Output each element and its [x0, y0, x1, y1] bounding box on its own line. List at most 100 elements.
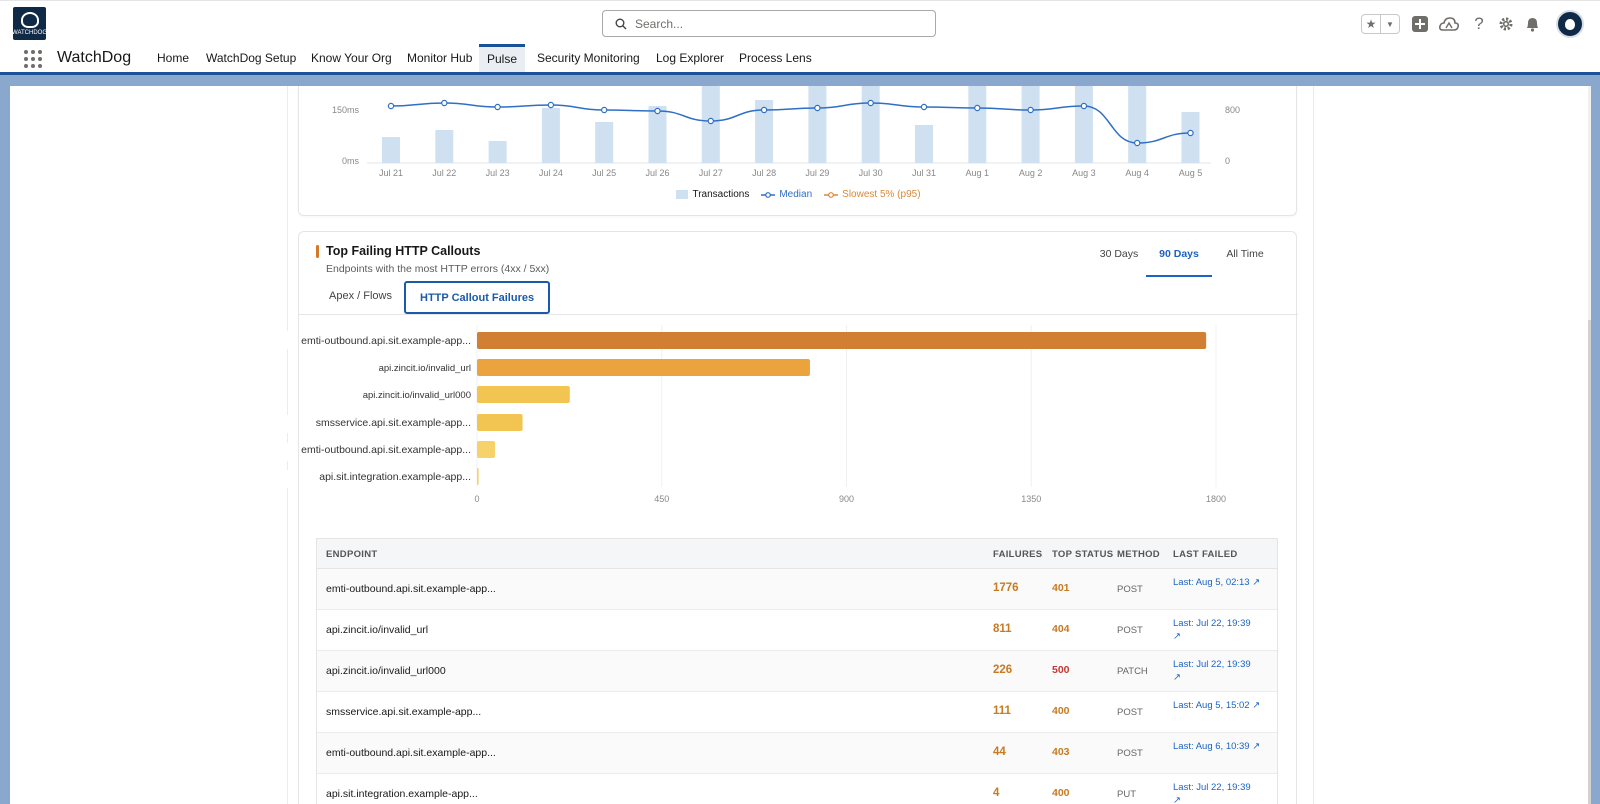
watchdog-logo[interactable]: WATCHDOG: [12, 7, 47, 40]
method-cell: POST: [1117, 707, 1143, 718]
y-right-tick-label: 800: [1225, 105, 1240, 115]
nav-item-security-monitoring[interactable]: Security Monitoring: [537, 51, 640, 65]
bell-icon[interactable]: [1523, 11, 1541, 37]
failures-cell: 111: [993, 705, 1011, 717]
transaction-bar: [595, 122, 614, 163]
status-cell: 500: [1052, 664, 1070, 676]
transaction-bar: [915, 125, 933, 163]
scrollbar-thumb[interactable]: [1588, 320, 1591, 804]
card-title: Top Failing HTTP Callouts: [326, 244, 481, 258]
col-endpoint[interactable]: ENDPOINT: [326, 549, 378, 560]
table-row[interactable]: emti-outbound.api.sit.example-app... 1776…: [317, 569, 1277, 610]
nav-item-watchdog-setup[interactable]: WatchDog Setup: [206, 51, 297, 65]
median-point: [1134, 139, 1141, 147]
y-left-tick-label: 0ms: [342, 156, 360, 166]
redaction: [218, 443, 298, 461]
median-point: [441, 99, 448, 107]
table-row[interactable]: smsservice.api.sit.example-app... 111 400 P…: [317, 692, 1277, 733]
star-icon[interactable]: ★: [1365, 17, 1377, 31]
help-icon[interactable]: ?: [1474, 14, 1484, 33]
status-cell: 403: [1052, 746, 1070, 758]
status-cell: 401: [1052, 582, 1070, 594]
x-tick-label: Jul 27: [699, 168, 723, 178]
legend-transactions[interactable]: Transactions: [676, 189, 749, 200]
failures-cell: 811: [993, 623, 1012, 635]
col-failures[interactable]: FAILURES: [993, 549, 1043, 560]
x-tick-label: Aug 4: [1125, 168, 1149, 178]
x-tick-label: Jul 25: [592, 168, 616, 178]
range-tab-90-days[interactable]: 90 Days: [1146, 242, 1212, 277]
x-tick-label: 900: [839, 494, 854, 504]
col-last-failed[interactable]: LAST FAILED: [1173, 549, 1238, 560]
legend-median[interactable]: Median: [761, 189, 812, 200]
last-failed-link[interactable]: Last: Jul 22, 19:39 ↗: [1173, 618, 1251, 642]
x-tick-label: Jul 28: [752, 168, 776, 178]
last-failed-link[interactable]: Last: Aug 6, 10:39 ↗: [1173, 741, 1261, 752]
method-cell: POST: [1117, 748, 1143, 759]
search-icon: [615, 18, 627, 29]
range-tab-30-days[interactable]: 30 Days: [1099, 248, 1139, 260]
category-label: emti-outbound.api.sit.example-app...: [301, 335, 471, 347]
legend-p95[interactable]: Slowest 5% (p95): [824, 189, 921, 200]
median-point: [760, 106, 768, 114]
nav-item-process-lens[interactable]: Process Lens: [739, 51, 812, 65]
col-method[interactable]: METHOD: [1117, 549, 1160, 560]
failures-bar-chart: 0 450 900 1350 1800 emti-outbound.api.sit.exa…: [301, 325, 1226, 504]
app-navigation: WatchDog Home WatchDog Setup Know Your O…: [0, 44, 1600, 106]
y-left-tick-label: 150ms: [332, 105, 360, 115]
global-search[interactable]: Search...: [602, 10, 936, 37]
median-point: [974, 104, 981, 112]
category-label: emti-outbound.api.sit.example-app...: [301, 444, 471, 456]
failure-bar: [477, 414, 523, 431]
x-tick-label: 1800: [1206, 494, 1226, 504]
failure-bar: [477, 359, 810, 376]
legend-transactions-label: Transactions: [692, 189, 750, 200]
nav-item-monitor-hub[interactable]: Monitor Hub: [407, 51, 473, 65]
add-icon[interactable]: [1410, 11, 1430, 37]
table-row[interactable]: emti-outbound.api.sit.example-app... 44 40…: [317, 733, 1277, 774]
transaction-bar: [382, 137, 400, 163]
table-body: emti-outbound.api.sit.example-app... 1776…: [317, 569, 1277, 804]
table-row[interactable]: api.sit.integration.example-app... 4 400 PU…: [317, 774, 1277, 804]
nav-item-home[interactable]: Home: [157, 51, 190, 65]
x-tick-label: Jul 23: [486, 168, 510, 178]
gear-icon[interactable]: [1496, 11, 1516, 37]
last-failed-link[interactable]: Last: Aug 5, 02:13 ↗: [1173, 577, 1261, 588]
favorites-button[interactable]: ★ ▼: [1361, 14, 1400, 34]
app-launcher-icon[interactable]: [24, 50, 42, 68]
x-tick-label: Jul 29: [805, 168, 829, 178]
median-point: [387, 102, 395, 110]
redaction: [218, 331, 298, 349]
nav-item-know-your-org[interactable]: Know Your Org: [311, 51, 392, 65]
callout-failures-table: ENDPOINT FAILURES TOP STATUS METHOD LAST…: [316, 538, 1278, 804]
table-row[interactable]: api.zincit.io/invalid_url 811 404 POST Last:…: [317, 610, 1277, 651]
wolf-icon: [20, 11, 39, 28]
x-tick-label: Jul 30: [859, 168, 883, 178]
tab-http-callout-failures[interactable]: HTTP Callout Failures: [404, 281, 551, 314]
nav-item-log-explorer[interactable]: Log Explorer: [656, 51, 725, 65]
transaction-bar: [1181, 112, 1200, 163]
median-point: [601, 106, 608, 114]
last-failed-link[interactable]: Last: Jul 22, 19:39 ↗: [1173, 782, 1251, 804]
range-tab-all-time[interactable]: All Time: [1226, 248, 1264, 260]
tab-apex-flows[interactable]: Apex / Flows: [329, 290, 392, 302]
median-point: [1080, 102, 1088, 110]
failures-cell: 226: [993, 664, 1013, 676]
failure-bar: [477, 441, 496, 458]
card-subtitle: Endpoints with the most HTTP errors (4xx…: [326, 263, 550, 275]
table-row[interactable]: api.zincit.io/invalid_url000 226 500 PATCH L…: [317, 651, 1277, 692]
avatar[interactable]: [1556, 10, 1584, 38]
status-cell: 400: [1052, 705, 1070, 717]
method-cell: POST: [1117, 584, 1143, 595]
trend-legend: Transactions Median Slowest 5% (p95): [299, 189, 1298, 200]
col-top-status[interactable]: TOP STATUS: [1052, 549, 1114, 560]
chevron-down-icon[interactable]: ▼: [1380, 15, 1399, 33]
last-failed-link[interactable]: Last: Jul 22, 19:39 ↗: [1173, 659, 1251, 683]
transaction-bar: [648, 106, 667, 163]
median-line: [390, 102, 1191, 144]
last-failed-link[interactable]: Last: Aug 5, 15:02 ↗: [1173, 700, 1261, 711]
transaction-bar: [1074, 86, 1093, 163]
nav-item-pulse[interactable]: Pulse: [479, 44, 526, 72]
trailhead-cloud-icon[interactable]: [1438, 11, 1460, 37]
failure-bar: [477, 468, 479, 485]
